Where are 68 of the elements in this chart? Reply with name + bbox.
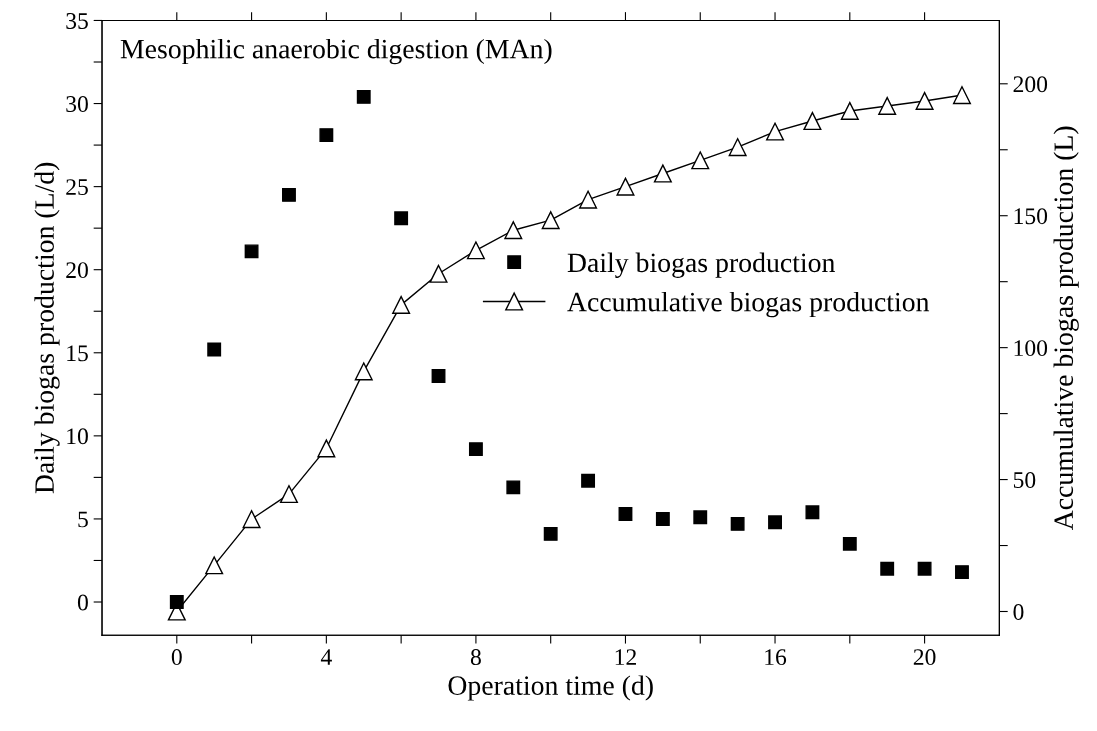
- point: [691, 151, 710, 170]
- point: [955, 565, 969, 580]
- point: [429, 264, 448, 283]
- y-axis-title: Daily biogas production (L/d): [34, 162, 60, 494]
- point: [693, 510, 708, 525]
- point: [466, 241, 485, 260]
- y2-tick-label: 150: [1014, 208, 1048, 225]
- point: [805, 505, 820, 520]
- x-tick-label: 16: [765, 649, 787, 666]
- point: [579, 190, 598, 209]
- y-tick-label: 10: [67, 428, 88, 445]
- y2-tick-label: 0: [1013, 603, 1024, 620]
- point: [840, 101, 859, 120]
- point: [504, 221, 523, 240]
- y2-tick-label: 50: [1013, 472, 1036, 488]
- point: [618, 507, 633, 521]
- point: [880, 561, 895, 576]
- point: [581, 473, 596, 488]
- point: [431, 369, 446, 383]
- point: [205, 556, 224, 575]
- y-tick-label: 0: [77, 594, 88, 611]
- text: Mesophilic anaerobic digestion (MAn): [120, 38, 552, 65]
- y-tick-label: 5: [78, 511, 88, 528]
- point: [616, 177, 635, 196]
- point: [878, 96, 897, 115]
- point: [356, 89, 371, 104]
- point: [842, 536, 857, 551]
- point: [768, 515, 782, 530]
- point: [730, 516, 745, 531]
- point: [541, 211, 560, 230]
- x-tick-label: 4: [320, 649, 332, 665]
- x-tick-label: 0: [171, 649, 182, 666]
- point: [392, 295, 411, 314]
- point: [653, 164, 672, 183]
- point: [766, 122, 785, 141]
- point: [952, 86, 972, 105]
- point: [728, 138, 747, 157]
- point: [468, 442, 483, 457]
- y-tick-label: 35: [66, 13, 88, 29]
- point: [317, 439, 336, 458]
- y-tick-label: 20: [66, 262, 88, 279]
- point: [207, 342, 222, 357]
- point: [169, 595, 184, 609]
- y-tick-label: 25: [66, 179, 88, 196]
- point: [279, 485, 298, 504]
- x-tick-label: 8: [470, 649, 481, 666]
- y2-tick-label: 200: [1013, 76, 1048, 93]
- point: [242, 510, 261, 529]
- point: [394, 211, 409, 226]
- point: [319, 128, 334, 143]
- y2-axis-title: Accumulative biogas production (L): [1053, 126, 1079, 531]
- point: [655, 511, 670, 526]
- legend-label: Accumulative biogas production: [567, 291, 930, 318]
- point: [354, 362, 373, 381]
- x-tick-label: 20: [913, 649, 936, 666]
- y2-tick-label: 100: [1014, 340, 1048, 357]
- y-tick-label: 15: [67, 345, 88, 362]
- point: [917, 561, 932, 576]
- point: [244, 244, 259, 259]
- point: [915, 91, 934, 110]
- point: [506, 480, 521, 495]
- point: [543, 526, 558, 541]
- legend-label: Daily biogas production: [567, 252, 835, 278]
- y-tick-label: 30: [66, 96, 88, 112]
- x-tick-label: 12: [615, 649, 636, 665]
- point: [282, 187, 296, 202]
- point: [803, 111, 822, 131]
- x-axis-title: Operation time (d): [448, 675, 653, 701]
